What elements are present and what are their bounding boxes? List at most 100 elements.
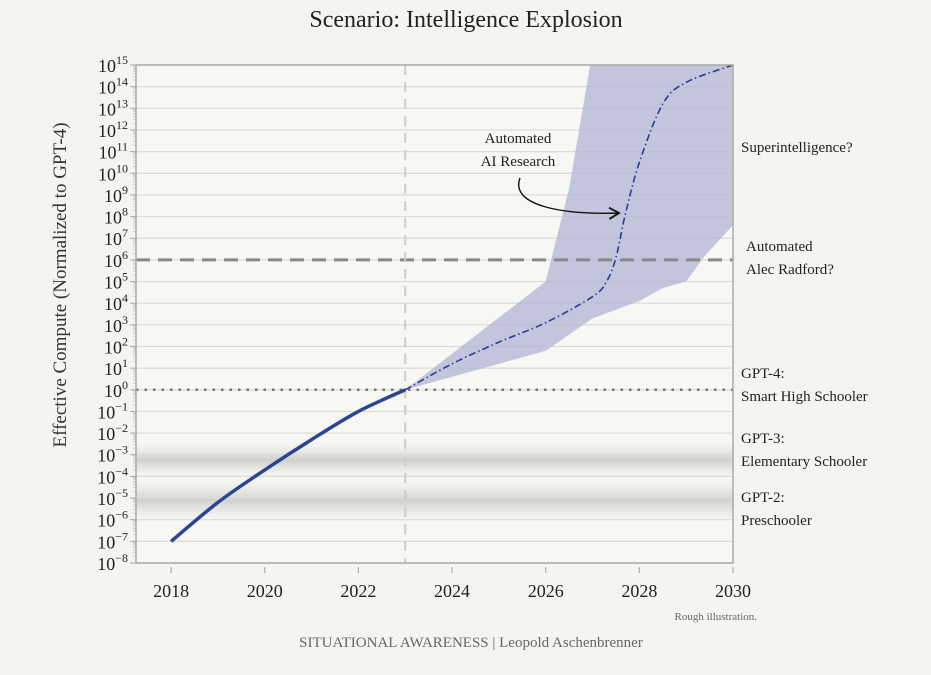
- y-tick-base: 10: [97, 532, 115, 552]
- y-tick-exponent: −7: [115, 529, 128, 543]
- y-tick-exponent: 0: [122, 378, 128, 392]
- y-tick-label: 106: [104, 248, 128, 271]
- y-tick-label: 1012: [98, 118, 128, 141]
- x-tick-label: 2020: [247, 581, 283, 601]
- y-tick-exponent: 4: [122, 291, 128, 305]
- y-tick-exponent: 15: [116, 53, 128, 67]
- y-tick-exponent: 9: [122, 183, 128, 197]
- y-tick-base: 10: [98, 99, 116, 119]
- y-tick-exponent: 8: [122, 205, 128, 219]
- y-tick-exponent: 10: [116, 161, 128, 175]
- y-tick-label: 104: [104, 291, 128, 314]
- y-tick-base: 10: [98, 78, 116, 98]
- label-alec-radford: Automated Alec Radford?: [746, 239, 834, 278]
- y-tick-base: 10: [97, 446, 115, 466]
- annotation-automated-ai-research-line: AI Research: [481, 154, 556, 170]
- x-tick-label: 2030: [715, 581, 751, 601]
- label-alec-radford-line: Automated: [746, 239, 813, 255]
- footnote: Rough illustration.: [675, 611, 758, 623]
- label-alec-radford-line: Alec Radford?: [746, 262, 834, 278]
- y-tick-exponent: 2: [122, 334, 128, 348]
- y-tick-base: 10: [98, 143, 116, 163]
- y-tick-label: 100: [104, 378, 128, 401]
- y-tick-exponent: −2: [115, 421, 128, 435]
- y-tick-label: 1010: [98, 161, 128, 184]
- y-tick-base: 10: [104, 186, 122, 206]
- y-tick-base: 10: [104, 381, 122, 401]
- plot-frame: [135, 64, 734, 564]
- y-tick-base: 10: [104, 316, 122, 336]
- y-tick-label: 10−8: [97, 551, 128, 574]
- y-tick-label: 10−4: [97, 464, 128, 487]
- y-tick-exponent: −1: [115, 399, 128, 413]
- y-tick-exponent: 7: [122, 226, 128, 240]
- y-tick-base: 10: [98, 164, 116, 184]
- shaded-level-band-0: [136, 441, 733, 479]
- y-tick-exponent: 12: [116, 118, 128, 132]
- y-tick-exponent: 5: [122, 270, 128, 284]
- y-tick-base: 10: [97, 554, 115, 574]
- y-tick-label: 1011: [98, 140, 128, 163]
- y-tick-exponent: 13: [116, 96, 128, 110]
- y-tick-label: 10−5: [97, 486, 128, 509]
- y-tick-exponent: 3: [122, 313, 128, 327]
- y-tick-label: 1013: [98, 96, 128, 119]
- series-line-projection: [404, 65, 733, 391]
- y-tick-base: 10: [97, 489, 115, 509]
- y-tick-exponent: −6: [115, 508, 128, 522]
- label-gpt3-line: Elementary Schooler: [741, 454, 867, 470]
- label-gpt4-line: Smart High Schooler: [741, 389, 868, 405]
- y-tick-exponent: −8: [115, 551, 128, 565]
- y-tick-label: 10−3: [97, 443, 128, 466]
- y-tick-base: 10: [97, 511, 115, 531]
- label-superintelligence: Superintelligence?: [741, 140, 853, 156]
- y-tick-exponent: −4: [115, 464, 128, 478]
- y-tick-base: 10: [104, 337, 122, 357]
- annotation-automated-ai-research: Automated AI Research: [481, 131, 556, 170]
- uncertainty-band: [405, 65, 733, 390]
- y-tick-label: 108: [104, 205, 128, 228]
- y-tick-label: 10−2: [97, 421, 128, 444]
- label-gpt2: GPT-2: Preschooler: [741, 490, 812, 529]
- x-tick-label: 2018: [153, 581, 189, 601]
- y-tick-exponent: 6: [122, 248, 128, 262]
- label-gpt3-line: GPT-3:: [741, 431, 785, 447]
- shaded-level-band-1: [136, 478, 733, 522]
- y-tick-label: 109: [104, 183, 128, 206]
- y-tick-label: 107: [104, 226, 128, 249]
- y-tick-label: 102: [104, 334, 128, 357]
- y-tick-base: 10: [104, 294, 122, 314]
- label-superintelligence-line: Superintelligence?: [741, 140, 853, 156]
- x-tick-label: 2024: [434, 581, 470, 601]
- y-tick-label: 105: [104, 270, 128, 293]
- y-tick-label: 103: [104, 313, 128, 336]
- chart-title: Scenario: Intelligence Explosion: [309, 7, 622, 33]
- x-tick-label: 2022: [340, 581, 376, 601]
- x-tick-label: 2028: [621, 581, 657, 601]
- label-gpt3: GPT-3: Elementary Schooler: [741, 431, 867, 470]
- y-tick-label: 1015: [98, 53, 128, 76]
- y-tick-label: 1014: [98, 75, 128, 98]
- y-tick-exponent: −3: [115, 443, 128, 457]
- y-tick-label: 10−1: [97, 399, 128, 422]
- y-tick-base: 10: [97, 402, 115, 422]
- annotation-arrow: [518, 177, 621, 220]
- label-gpt2-line: Preschooler: [741, 513, 812, 529]
- y-axis-label: Effective Compute (Normalized to GPT-4): [50, 122, 71, 447]
- y-tick-label: 10−7: [97, 529, 128, 552]
- y-tick-base: 10: [104, 273, 122, 293]
- y-tick-label: 10−6: [97, 508, 128, 531]
- y-tick-base: 10: [98, 121, 116, 141]
- label-gpt4: GPT-4: Smart High Schooler: [741, 366, 868, 405]
- y-tick-base: 10: [104, 229, 122, 249]
- y-tick-base: 10: [104, 208, 122, 228]
- x-tick-label: 2026: [528, 581, 564, 601]
- y-tick-exponent: 14: [116, 75, 128, 89]
- y-tick-base: 10: [104, 359, 122, 379]
- y-tick-base: 10: [104, 251, 122, 271]
- y-tick-base: 10: [97, 424, 115, 444]
- label-gpt2-line: GPT-2:: [741, 490, 785, 506]
- credit: SITUATIONAL AWARENESS | Leopold Aschenbr…: [299, 635, 643, 651]
